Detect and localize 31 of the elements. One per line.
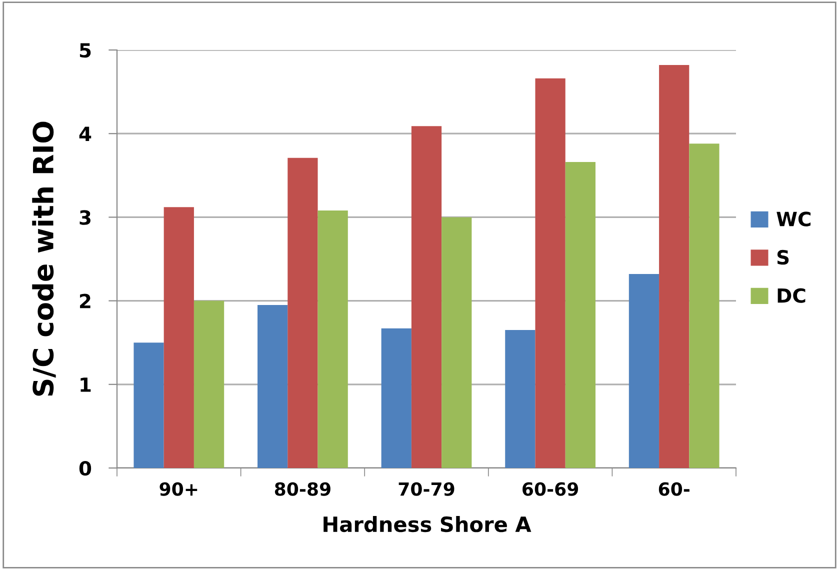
bar <box>689 144 720 468</box>
y-tick-label: 2 <box>80 294 90 308</box>
bar <box>194 300 224 468</box>
x-tick-label: 70-79 <box>398 482 454 496</box>
y-axis-title: S/C code with RIO <box>32 122 56 396</box>
y-tick-label: 5 <box>80 43 91 58</box>
y-tick-label: 0 <box>79 460 92 476</box>
bar <box>411 126 442 468</box>
bar <box>134 342 164 468</box>
y-tick-label: 1 <box>80 378 91 392</box>
x-tick-label: 90+ <box>160 482 198 496</box>
y-tick-label: 4 <box>79 126 92 141</box>
bar <box>318 210 348 468</box>
bar <box>535 78 566 468</box>
x-tick-label: 60-69 <box>522 482 578 496</box>
legend-label: DC <box>778 288 806 303</box>
bar <box>659 65 690 468</box>
x-tick-label: 80-89 <box>274 482 330 496</box>
x-tick-label: 60- <box>658 482 690 496</box>
legend-label: S <box>777 250 789 265</box>
bar <box>164 207 194 468</box>
bar <box>288 158 318 468</box>
x-axis-title: Hardness Shore A <box>324 516 532 532</box>
bar <box>565 162 596 468</box>
bar <box>628 274 660 468</box>
bar <box>505 330 536 468</box>
bar <box>258 304 288 468</box>
y-tick-label: 3 <box>80 210 90 225</box>
bar <box>381 328 412 468</box>
legend-label: WC <box>776 212 811 226</box>
bar <box>442 217 472 468</box>
